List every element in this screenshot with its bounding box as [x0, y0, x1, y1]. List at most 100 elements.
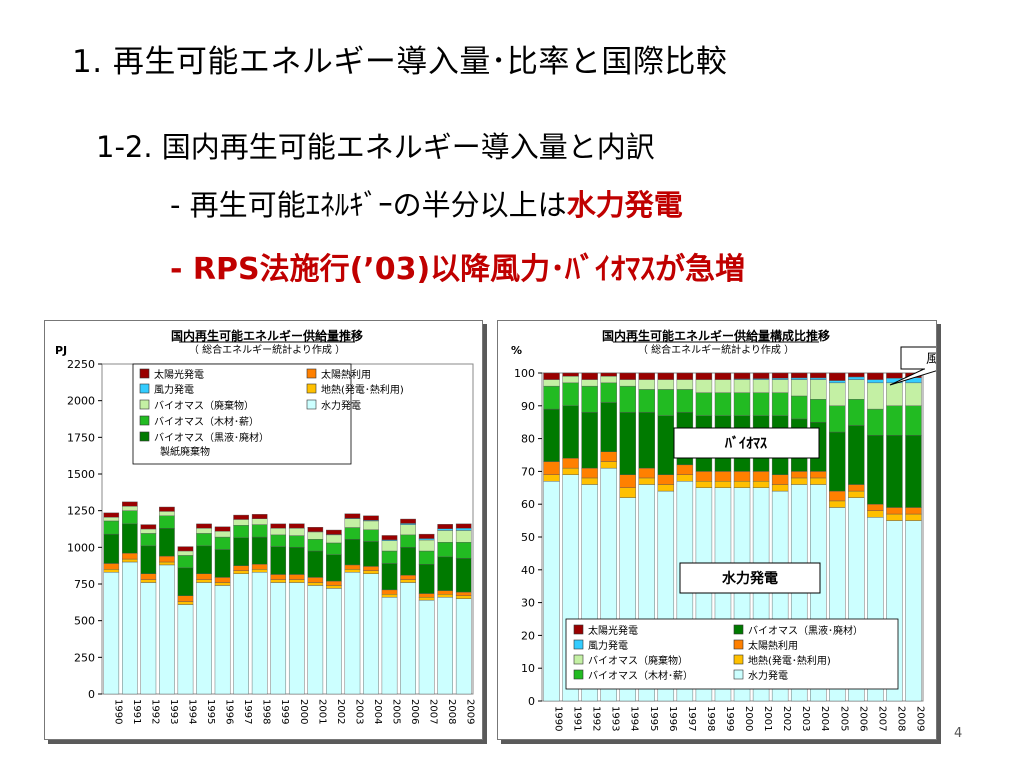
- supply-bar-segment: [288, 582, 305, 695]
- share-bar-segment: [771, 484, 789, 492]
- slide-title: 1. 再生可能エネルギー導入量･比率と国際比較: [72, 44, 728, 80]
- supply-legend-label: バイオマス（黒液･廃材）: [154, 431, 269, 444]
- share-bar-segment: [581, 467, 598, 479]
- supply-bar-segment: [122, 558, 138, 563]
- share-x-tick-label: 1997: [686, 706, 697, 731]
- share-bar-segment: [810, 377, 827, 380]
- supply-legend-label: バイオマス（廃棄物）: [154, 399, 254, 412]
- supply-bar-segment: [140, 573, 157, 580]
- share-bar-segment: [562, 405, 579, 459]
- share-bar-segment: [733, 392, 751, 416]
- share-legend-label: バイオマス（黒液･廃材）: [748, 624, 863, 637]
- chart-panel-supply: 国内再生可能エネルギー供給量推移（ 総合エネルギー統計より作成 ） PJ 0 250 5…: [44, 320, 483, 740]
- supply-bar-segment: [437, 556, 453, 591]
- supply-bar-segment: [214, 526, 231, 532]
- supply-bar-segment: [455, 523, 472, 529]
- share-bar-segment: [886, 372, 903, 379]
- supply-bar-segment: [437, 524, 453, 529]
- share-legend-label: バイオマス（廃棄物）: [588, 654, 688, 667]
- share-legend-swatch: [573, 654, 584, 665]
- supply-bar-segment: [381, 550, 398, 564]
- supply-bar-segment: [103, 563, 120, 570]
- share-legend-label: 太陽光発電: [588, 624, 638, 637]
- share-bar-segment: [657, 372, 675, 380]
- share-bar-segment: [752, 372, 770, 379]
- share-bar-segment: [638, 372, 655, 380]
- supply-bar-segment: [381, 597, 398, 695]
- share-bar-segment: [676, 474, 694, 482]
- share-y-tick-label: 10: [521, 662, 535, 675]
- supply-legend-label: バイオマス（木材･薪）: [154, 415, 259, 428]
- supply-bar-segment: [122, 506, 138, 511]
- share-bar-segment: [619, 379, 636, 387]
- share-bar-segment: [790, 471, 808, 479]
- supply-bar-segment: [233, 519, 249, 526]
- share-bar-segment: [886, 382, 903, 406]
- supply-bar-segment: [437, 530, 453, 543]
- hydro-label-box: [679, 562, 821, 594]
- supply-bar-segment: [455, 528, 472, 531]
- supply-legend-label: 太陽光発電: [154, 368, 204, 381]
- supply-bar-segment: [177, 601, 194, 605]
- supply-bar-segment: [344, 513, 361, 519]
- share-x-tick-label: 2006: [857, 706, 868, 731]
- share-x-tick-label: 2000: [743, 706, 754, 731]
- supply-bar-segment: [400, 574, 416, 580]
- supply-bar-segment: [363, 573, 379, 695]
- share-y-tick-label: 80: [521, 433, 535, 446]
- share-bar-segment: [810, 471, 827, 479]
- share-legend-swatch: [573, 624, 584, 635]
- supply-bar-segment: [177, 595, 194, 602]
- share-bar-segment: [619, 372, 636, 380]
- share-bar-segment: [695, 379, 713, 393]
- share-x-tick-label: 2004: [819, 706, 830, 731]
- share-bar-segment: [695, 481, 713, 489]
- share-bar-segment: [752, 481, 770, 489]
- supply-bar-segment: [159, 561, 175, 566]
- share-x-tick-label: 1999: [724, 706, 735, 731]
- supply-bar-segment: [270, 574, 287, 580]
- supply-bar-segment: [418, 597, 435, 601]
- share-bar-segment: [714, 481, 732, 489]
- share-bar-segment: [581, 372, 598, 380]
- share-bar-segment: [733, 372, 751, 380]
- share-bar-segment: [905, 520, 922, 702]
- share-bar-segment: [771, 474, 789, 485]
- supply-bar-segment: [344, 572, 361, 695]
- share-bar-segment: [619, 385, 636, 413]
- supply-bar-segment: [381, 540, 398, 552]
- share-bar-segment: [619, 487, 636, 498]
- supply-bar-segment: [326, 534, 342, 544]
- supply-bar-segment: [418, 533, 435, 539]
- share-x-tick-label: 1992: [591, 706, 602, 731]
- slide-subtitle: 1-2. 国内再生可能エネルギー導入量と内訳: [96, 130, 655, 164]
- wind-callout-box: [900, 346, 936, 370]
- share-bar-segment: [733, 481, 751, 489]
- supply-bar-segment: [214, 530, 231, 538]
- share-bar-segment: [886, 507, 903, 515]
- supply-bar-segment: [326, 585, 342, 589]
- supply-bar-segment: [270, 582, 287, 695]
- supply-bar-segment: [455, 541, 472, 559]
- share-bar-segment: [657, 415, 675, 475]
- supply-y-tick-label: 0: [88, 688, 95, 701]
- supply-bar-segment: [381, 563, 398, 591]
- share-bar-segment: [810, 399, 827, 423]
- supply-legend-label: 地熱(発電･熱利用): [321, 383, 404, 396]
- supply-bar-segment: [233, 537, 249, 566]
- supply-bar-segment: [103, 520, 120, 535]
- supply-bar-segment: [196, 545, 212, 574]
- share-bar-segment: [638, 379, 655, 390]
- hydro-label: 水力発電: [722, 570, 778, 587]
- share-bar-segment: [714, 471, 732, 482]
- supply-bar-segment: [437, 528, 453, 531]
- share-bar-segment: [829, 405, 846, 433]
- share-bar-segment: [581, 477, 598, 485]
- supply-chart: 国内再生可能エネルギー供給量推移（ 総合エネルギー統計より作成 ） PJ 0 250 5…: [55, 328, 476, 724]
- share-bar-segment: [638, 389, 655, 413]
- supply-x-tick-label: 1993: [168, 699, 179, 724]
- supply-bar-segment: [288, 574, 305, 580]
- share-x-tick-label: 1996: [667, 706, 678, 731]
- supply-source-note: （ 総合エネルギー統計より作成 ）: [189, 343, 345, 356]
- supply-bar-segment: [288, 547, 305, 575]
